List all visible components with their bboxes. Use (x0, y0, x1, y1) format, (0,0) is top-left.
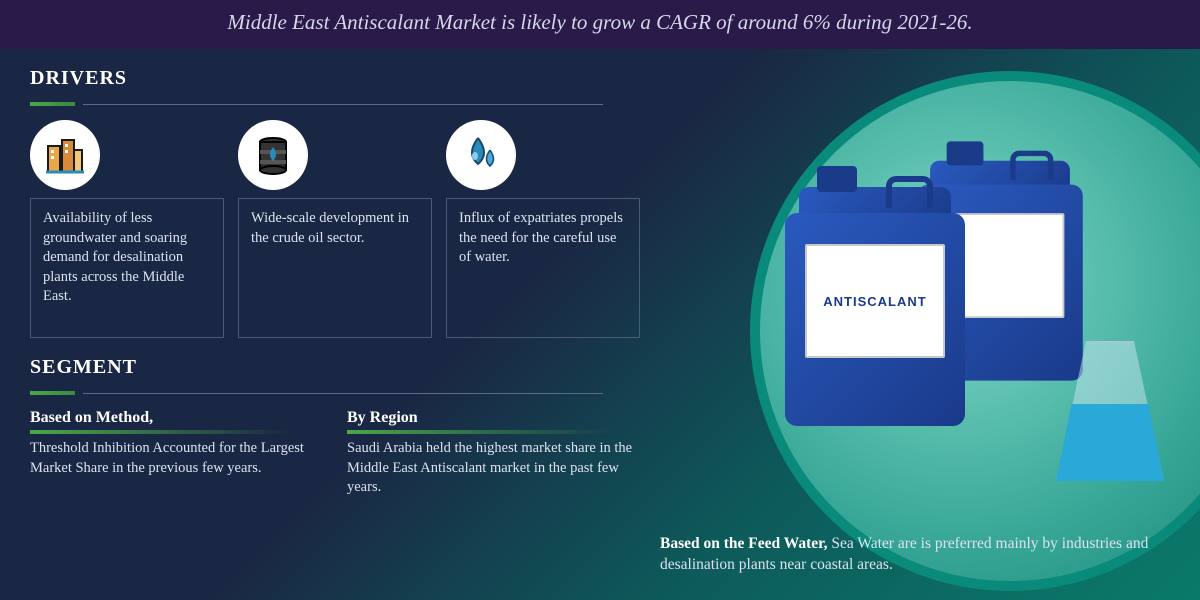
segment-body: Threshold Inhibition Accounted for the L… (30, 439, 323, 478)
main-content: DRIVERS Availability of less groundwater… (0, 49, 1200, 498)
header-text: Middle East Antiscalant Market is likely… (227, 10, 972, 34)
caption-bold: Based on the Feed Water, (660, 535, 828, 552)
segment-head: By Region (347, 405, 640, 431)
feed-water-caption: Based on the Feed Water, Sea Water are i… (660, 533, 1170, 576)
oil-barrel-icon (238, 120, 308, 190)
divider-line (83, 104, 603, 105)
segment-col: Based on Method, Threshold Inhibition Ac… (30, 405, 323, 498)
product-label: ANTISCALANT (805, 244, 945, 358)
product-visual: ANTISCALANT (690, 81, 1200, 501)
segment-col: By Region Saudi Arabia held the highest … (347, 405, 640, 498)
driver-text: Wide-scale development in the crude oil … (238, 198, 432, 338)
segments-row: Based on Method, Threshold Inhibition Ac… (30, 405, 640, 498)
driver-card: Wide-scale development in the crude oil … (238, 120, 432, 338)
driver-card: Availability of less groundwater and soa… (30, 120, 224, 338)
segment-head: Based on Method, (30, 405, 323, 431)
accent-bar (30, 102, 75, 106)
driver-text: Influx of expatriates propels the need f… (446, 198, 640, 338)
drivers-row: Availability of less groundwater and soa… (30, 120, 640, 338)
driver-card: Influx of expatriates propels the need f… (446, 120, 640, 338)
segment-body: Saudi Arabia held the highest market sha… (347, 439, 640, 498)
water-drop-icon (446, 120, 516, 190)
driver-text: Availability of less groundwater and soa… (30, 198, 224, 338)
divider-line (83, 393, 603, 394)
beaker-icon (1050, 341, 1170, 481)
buildings-icon (30, 120, 100, 190)
header-banner: Middle East Antiscalant Market is likely… (0, 0, 1200, 49)
accent-bar (30, 391, 75, 395)
jerrycan-front: ANTISCALANT (785, 166, 965, 426)
